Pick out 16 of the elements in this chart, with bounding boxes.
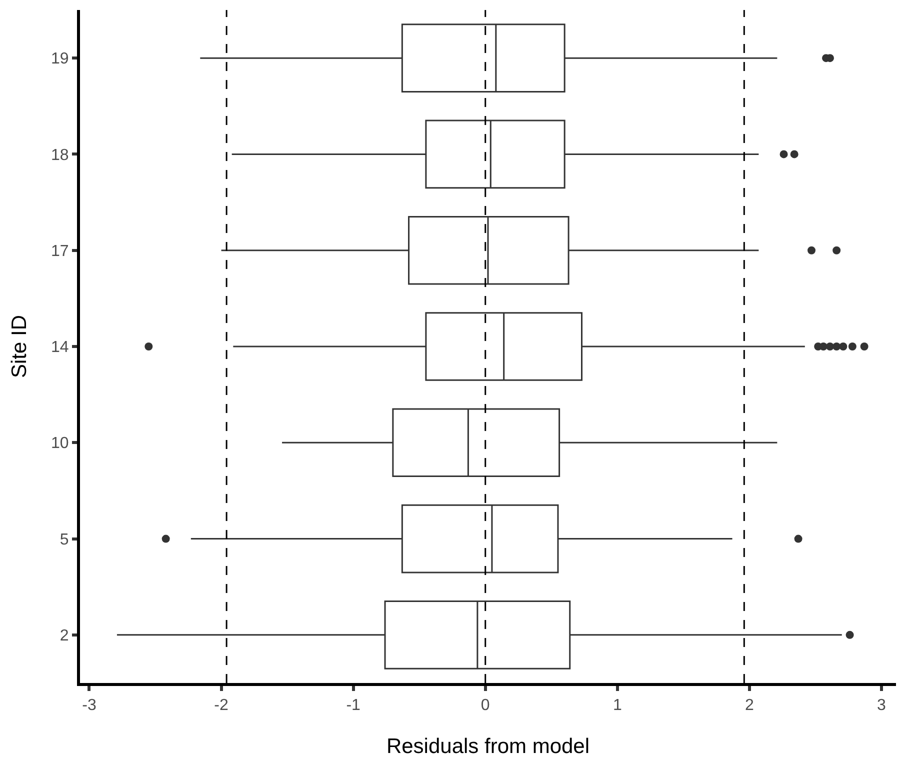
- y-axis-title: Site ID: [8, 314, 31, 378]
- x-tick-label: 1: [612, 697, 622, 714]
- y-tick-label: 18: [51, 146, 69, 164]
- x-tick-label: 3: [877, 697, 886, 714]
- x-tick-label: -1: [346, 697, 361, 714]
- y-tick-label: 5: [60, 531, 69, 548]
- x-tick-label: 0: [480, 697, 490, 714]
- y-tick-label: 2: [60, 628, 69, 645]
- x-tick-label: -3: [82, 697, 96, 714]
- x-axis-title: Residuals from model: [386, 735, 590, 758]
- y-tick-label: 14: [51, 339, 69, 356]
- y-tick-label: 19: [51, 50, 69, 68]
- y-tick-label: 17: [51, 242, 69, 260]
- x-tick-label: 2: [744, 697, 754, 714]
- y-tick-label: 10: [51, 435, 69, 452]
- x-tick-label: -2: [214, 697, 228, 714]
